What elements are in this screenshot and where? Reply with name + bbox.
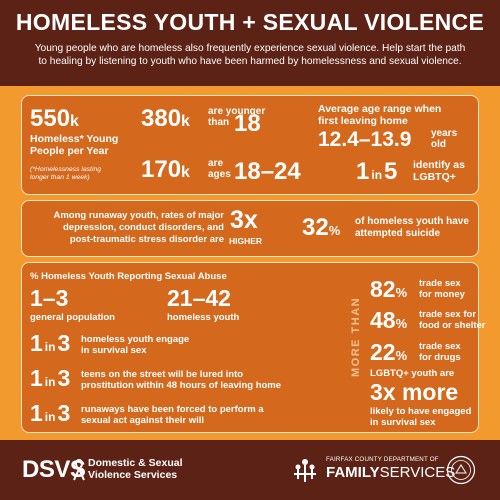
trade-money-percent: 82% <box>370 276 408 302</box>
trade-food-percent: 48% <box>370 307 408 333</box>
general-population-range: 1–3 <box>30 285 69 311</box>
stat-18-24-value: 18–24 <box>234 158 301 185</box>
ribbon-icon <box>73 458 85 481</box>
stat-age-range-label: Average age range when first leaving home <box>318 103 442 127</box>
county-seal-icon <box>446 455 476 485</box>
trade-drugs-percent: 22% <box>370 339 408 365</box>
stat-under-18-value: 18 <box>234 110 261 137</box>
stat-lgbtq-ratio: 1 in5 <box>356 158 398 185</box>
footer-bar: DSVS Domestic & Sexual Violence Services … <box>0 440 500 500</box>
stat-age-range-value: 12.4–13.9 <box>318 128 412 151</box>
trade-food-label: trade sex for food or shelter <box>419 309 486 331</box>
sexual-abuse-heading: % Homeless Youth Reporting Sexual Abuse <box>30 271 227 282</box>
stat-homeless-label: Homeless* Young People per Year <box>30 133 119 157</box>
suicide-attempt-label: of homeless youth have attempted suicide <box>355 216 469 239</box>
stat-homeless-note: (*Homelessness lasting longer than 1 week… <box>30 166 102 181</box>
survival-sex-text: homeless youth engage in survival sex <box>81 334 190 356</box>
lured-text: teens on the street will be lured into pr… <box>81 369 282 391</box>
stat-age-range-suffix: years old <box>431 128 458 150</box>
lgbtq-youth-text: likely to have engaged in survival sex <box>370 406 472 428</box>
lured-ratio: 1 in3 <box>30 365 71 391</box>
lgbtq-youth-multiplier: 3x more <box>370 379 459 405</box>
stat-homeless-count: 550k <box>30 105 79 132</box>
lgbtq-youth-intro: LGBTQ+ youth are <box>370 368 455 379</box>
stat-18-24-count: 170k <box>141 156 190 183</box>
dept-name: FAMILYSERVICES <box>326 464 456 481</box>
mental-health-multiplier-label: HIGHER <box>229 236 263 246</box>
mental-health-multiplier: 3x <box>230 206 258 234</box>
page-title: HOMELESS YOUTH + SEXUAL VIOLENCE <box>15 9 485 35</box>
stats-panel-sexual-abuse: % Homeless Youth Reporting Sexual Abuse … <box>21 262 486 433</box>
forced-act-text: runaways have been forced to perform a se… <box>81 404 264 426</box>
page-subtitle: Young people who are homeless also frequ… <box>34 43 466 67</box>
survival-sex-ratio: 1 in3 <box>30 330 71 356</box>
family-services-logo-icon <box>294 459 316 482</box>
homeless-youth-range: 21–42 <box>167 285 231 311</box>
trade-drugs-label: trade sex for drugs <box>419 341 461 363</box>
suicide-attempt-percent: 32% <box>302 214 341 241</box>
header-banner: HOMELESS YOUTH + SEXUAL VIOLENCE Young p… <box>0 0 500 86</box>
homeless-youth-label: homeless youth <box>167 312 240 323</box>
stat-under-18-count: 380k <box>141 105 190 132</box>
stat-lgbtq-label: identify as LGBTQ+ <box>413 159 465 183</box>
forced-act-ratio: 1 in3 <box>30 400 71 426</box>
dept-small-text: FAIRFAX COUNTY DEPARTMENT OF <box>326 456 439 463</box>
trade-money-label: trade sex for money <box>419 278 465 300</box>
dsvs-name: Domestic & Sexual Violence Services <box>88 457 183 481</box>
stats-panel-mental-health: Among runaway youth, rates of major depre… <box>21 200 479 257</box>
stat-under-18-label: are younger than <box>208 106 266 128</box>
stats-panel-population: 550k Homeless* Young People per Year (*Ho… <box>21 95 479 195</box>
mental-health-text: Among runaway youth, rates of major depre… <box>53 210 225 245</box>
stat-18-24-label: are ages <box>208 158 231 180</box>
more-than-vertical-label: MORE THAN <box>350 296 362 377</box>
general-population-label: general population <box>30 312 115 323</box>
